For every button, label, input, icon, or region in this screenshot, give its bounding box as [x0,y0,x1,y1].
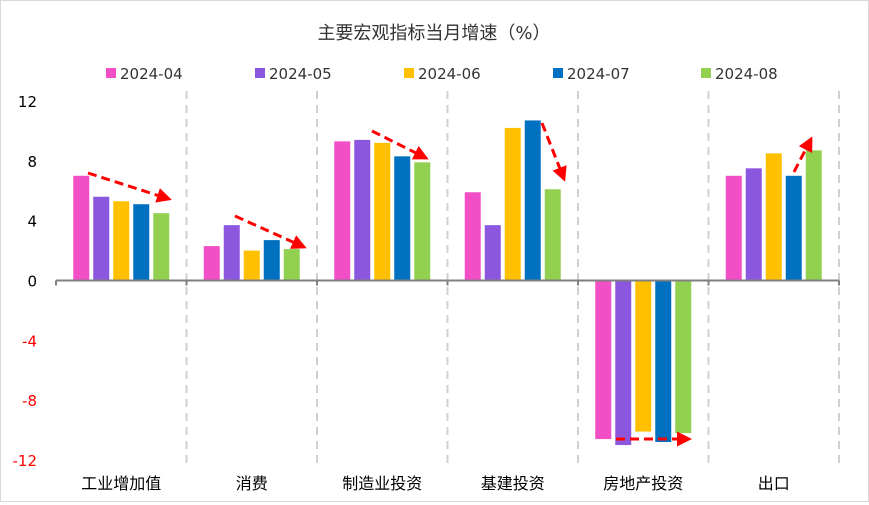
legend-swatch-2024-07 [553,68,563,78]
x-category-label: 制造业投资 [342,474,422,493]
bar-2024-04-制造业投资 [334,141,351,281]
legend-swatch-2024-08 [701,68,711,78]
bar-2024-06-房地产投资 [635,280,652,432]
bar-2024-07-工业增加值 [133,204,150,281]
bars [73,120,822,446]
trend-arrows [87,122,813,447]
bar-2024-06-出口 [765,153,782,281]
bar-2024-05-房地产投资 [615,280,632,446]
x-category-label: 房地产投资 [603,474,683,493]
legend-label: 2024-06 [418,65,481,83]
trend-arrow [87,171,172,203]
y-tick-label: -8 [22,392,37,410]
bar-2024-04-基建投资 [464,192,481,281]
bar-2024-08-消费 [283,249,300,281]
y-axis: 12 8 4 0 -4 -8 -12 [13,93,38,470]
bar-2024-07-房地产投资 [655,280,672,443]
bar-2024-06-制造业投资 [374,142,391,281]
bar-2024-08-房地产投资 [675,280,692,434]
x-category-label: 基建投资 [481,474,545,493]
x-axis: 工业增加值 消费 制造业投资 基建投资 房地产投资 出口 [55,279,840,493]
bar-2024-05-制造业投资 [354,139,371,281]
trend-arrow [234,214,307,249]
legend-label: 2024-07 [567,65,630,83]
bar-2024-06-工业增加值 [113,201,130,281]
x-category-label: 出口 [758,474,790,493]
bar-2024-05-消费 [223,225,240,281]
legend: 2024-04 2024-05 2024-06 2024-07 2024-08 [106,65,778,83]
bar-2024-07-制造业投资 [394,156,411,281]
bar-2024-07-出口 [785,175,802,281]
bar-2024-07-基建投资 [524,120,541,281]
bar-2024-08-基建投资 [544,189,561,281]
legend-swatch-2024-05 [255,68,265,78]
bar-2024-04-工业增加值 [73,175,90,281]
bar-2024-04-出口 [725,175,742,281]
y-tick-label: 12 [18,93,37,111]
bar-2024-05-工业增加值 [93,196,110,281]
x-category-label: 消费 [236,474,268,493]
y-tick-label: -4 [22,332,37,350]
trend-arrow [540,122,567,182]
y-tick-label: 0 [27,273,37,291]
legend-swatch-2024-04 [106,68,116,78]
bar-2024-05-基建投资 [484,225,501,281]
bar-2024-04-房地产投资 [595,280,612,440]
bar-2024-07-消费 [263,240,280,281]
bar-2024-06-消费 [243,250,260,281]
bar-2024-05-出口 [745,168,762,281]
chart-title: 主要宏观指标当月增速（%） [317,23,550,44]
bar-2024-08-工业增加值 [153,213,170,281]
y-tick-label: 4 [27,213,37,231]
legend-label: 2024-05 [269,65,332,83]
legend-label: 2024-08 [715,65,778,83]
bar-2024-08-制造业投资 [414,162,431,281]
bar-2024-04-消费 [203,246,220,281]
y-tick-label: -12 [13,452,38,470]
bar-2024-08-出口 [805,150,822,281]
y-tick-label: 8 [27,153,37,171]
legend-swatch-2024-06 [404,68,414,78]
legend-label: 2024-04 [120,65,183,83]
trend-arrow [792,136,813,173]
x-category-label: 工业增加值 [81,474,161,493]
trend-arrow [371,129,429,160]
bar-2024-06-基建投资 [504,127,521,281]
